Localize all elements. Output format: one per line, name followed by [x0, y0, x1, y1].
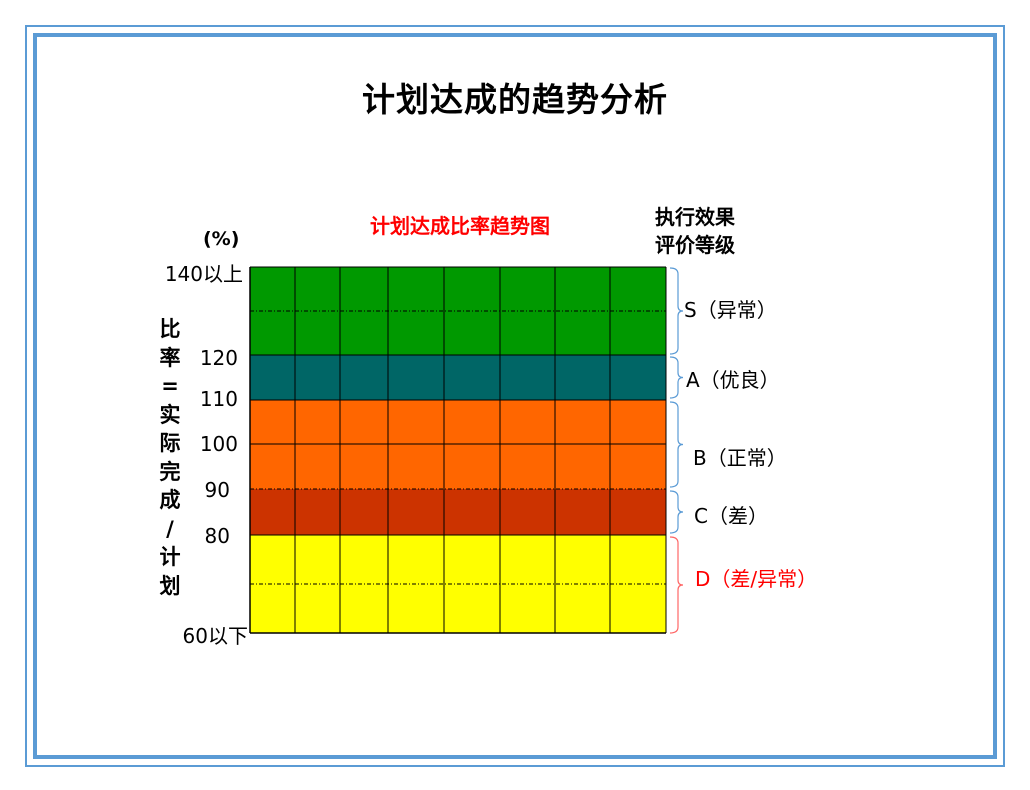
y-axis-char: 计 [159, 545, 181, 569]
y-axis-char: 比 [159, 317, 181, 341]
rating-header: 执行效果 评价等级 [655, 203, 765, 259]
y-axis-label: 比 率 = 实 际 完 成 / 计 划 [155, 315, 185, 600]
y-axis-char: = [161, 374, 179, 398]
page-title: 计划达成的趋势分析 [362, 80, 668, 119]
inner-frame [33, 33, 997, 759]
outer-frame [25, 25, 1005, 767]
grade-b: B（正常） [693, 446, 787, 470]
brace-c [669, 490, 684, 534]
y-axis-char: 成 [159, 488, 181, 512]
y-axis-char: 实 [159, 402, 181, 427]
brace-d [669, 536, 684, 634]
rating-header-line-2: 评价等级 [655, 233, 735, 257]
y-tick-140: 140以上 [164, 262, 243, 286]
y-axis-char: 率 [159, 345, 181, 370]
brace-b [669, 401, 684, 488]
rating-header-line-1: 执行效果 [655, 205, 735, 229]
y-axis-char: 划 [159, 573, 181, 598]
y-axis-char: 际 [159, 431, 181, 455]
band-a [250, 355, 666, 400]
y-axis-char: / [166, 516, 174, 541]
chart-subtitle: 计划达成比率趋势图 [370, 214, 550, 238]
y-tick-60: 60以下 [182, 624, 248, 648]
y-tick-110: 110 [199, 387, 238, 411]
y-tick-100: 100 [199, 432, 238, 456]
unit-label: (%) [203, 228, 240, 250]
y-axis-char: 完 [159, 459, 181, 484]
grade-s: S（异常） [684, 298, 777, 322]
grade-a: A（优良） [686, 368, 780, 392]
brace-s [669, 267, 684, 355]
brace-a [669, 356, 684, 399]
grade-c: C（差） [694, 504, 768, 528]
band-c [250, 489, 666, 535]
y-tick-80: 80 [204, 524, 230, 548]
y-tick-120: 120 [199, 346, 238, 370]
y-tick-90: 90 [204, 478, 230, 502]
grade-d: D（差/异常） [695, 567, 818, 591]
